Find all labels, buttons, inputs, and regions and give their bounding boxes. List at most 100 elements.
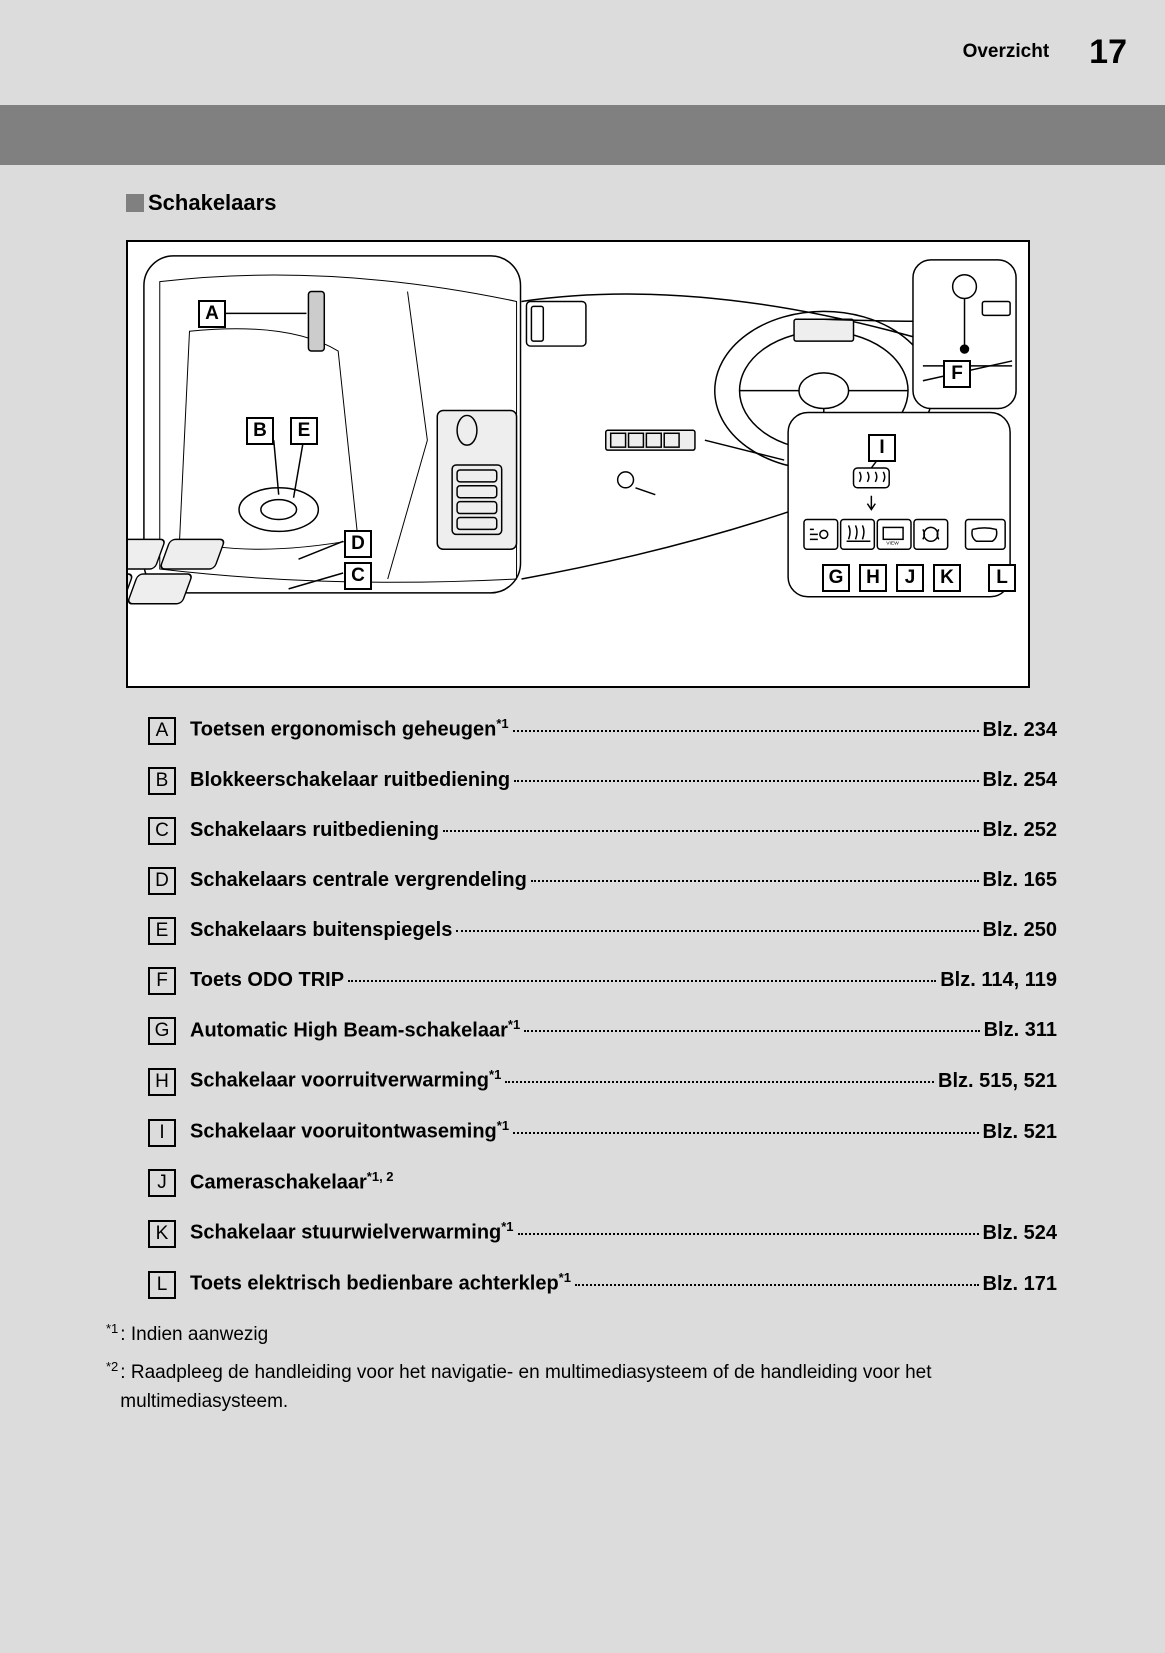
item-page: Blz. 311 (984, 1019, 1057, 1042)
diagram-callout-A: A (198, 300, 226, 328)
dashboard-diagram: VIEW A B CD E F GH I JKL (126, 240, 1030, 688)
item-sup: *1 (508, 1017, 520, 1032)
item-name: Schakelaars buitenspiegels (190, 919, 452, 942)
leader-dots (456, 930, 978, 932)
diagram-callout-E: E (290, 417, 318, 445)
item-row-F: F Toets ODO TRIP Blz. 114, 119 (148, 967, 1057, 995)
item-name: Schakelaar stuurwielverwarming*1 (190, 1219, 514, 1245)
item-letter: I (148, 1119, 176, 1147)
item-name: Schakelaars ruitbediening (190, 819, 439, 842)
item-text-wrap: Toets ODO TRIP Blz. 114, 119 (190, 969, 1057, 992)
page-number: 17 (1089, 33, 1127, 72)
item-letter: J (148, 1169, 176, 1197)
item-letter: H (148, 1068, 176, 1096)
item-name: Automatic High Beam-schakelaar*1 (190, 1017, 520, 1043)
section-title: Schakelaars (126, 190, 1057, 216)
title-square-icon (126, 194, 144, 212)
item-text-wrap: Automatic High Beam-schakelaar*1 Blz. 31… (190, 1017, 1057, 1043)
item-page: Blz. 250 (983, 919, 1057, 942)
item-row-E: E Schakelaars buitenspiegels Blz. 250 (148, 917, 1057, 945)
content-area: Schakelaars (126, 190, 1057, 1426)
item-letter: L (148, 1271, 176, 1299)
leader-dots (514, 780, 978, 782)
item-sup: *1 (501, 1219, 513, 1234)
footnotes: *1: Indien aanwezig*2: Raadpleeg de hand… (106, 1321, 1057, 1417)
dashboard-svg: VIEW (128, 242, 1028, 686)
footnote-text: : Indien aanwezig (120, 1321, 1057, 1350)
item-name: Schakelaar vooruitontwaseming*1 (190, 1118, 509, 1144)
item-text-wrap: Schakelaars ruitbediening Blz. 252 (190, 819, 1057, 842)
page-header: Overzicht 17 (0, 28, 1165, 76)
item-page: Blz. 234 (983, 719, 1057, 742)
item-text-wrap: Cameraschakelaar*1, 2 (190, 1169, 1057, 1195)
item-row-H: H Schakelaar voorruitverwarming*1 Blz. 51… (148, 1067, 1057, 1096)
diagram-callout-I: I (868, 434, 896, 462)
leader-dots (524, 1030, 979, 1032)
footnote-text: : Raadpleeg de handleiding voor het navi… (120, 1359, 1057, 1416)
item-letter: E (148, 917, 176, 945)
item-row-D: D Schakelaars centrale vergrendeling Blz.… (148, 867, 1057, 895)
item-sup: *1, 2 (367, 1169, 394, 1184)
leader-dots (505, 1081, 934, 1083)
diagram-callout-C: C (344, 562, 372, 590)
diagram-callout-B: B (246, 417, 274, 445)
diagram-callout-J: J (896, 564, 924, 592)
item-name: Schakelaar voorruitverwarming*1 (190, 1067, 501, 1093)
item-letter: F (148, 967, 176, 995)
item-name: Toets ODO TRIP (190, 969, 344, 992)
footnote-sup: *2 (106, 1359, 118, 1374)
item-text-wrap: Schakelaar stuurwielverwarming*1 Blz. 52… (190, 1219, 1057, 1245)
item-sup: *1 (496, 716, 508, 731)
leader-dots (575, 1284, 979, 1286)
svg-text:VIEW: VIEW (886, 540, 899, 546)
item-row-G: G Automatic High Beam-schakelaar*1 Blz. 3… (148, 1017, 1057, 1046)
diagram-callout-H: H (859, 564, 887, 592)
item-text-wrap: Blokkeerschakelaar ruitbediening Blz. 25… (190, 769, 1057, 792)
footnote-sup: *1 (106, 1321, 118, 1336)
item-page: Blz. 171 (983, 1273, 1057, 1296)
item-page: Blz. 114, 119 (940, 969, 1057, 992)
item-page: Blz. 252 (983, 819, 1057, 842)
item-sup: *1 (559, 1270, 571, 1285)
item-row-K: KSchakelaar stuurwielverwarming*1 Blz. 5… (148, 1219, 1057, 1248)
diagram-callout-L: L (988, 564, 1016, 592)
leader-dots (513, 1132, 978, 1134)
footnote-row: *1: Indien aanwezig (106, 1321, 1057, 1350)
item-page: Blz. 254 (983, 769, 1057, 792)
header-label: Overzicht (963, 41, 1050, 63)
item-row-A: A Toetsen ergonomisch geheugen*1 Blz. 234 (148, 716, 1057, 745)
item-name: Schakelaars centrale vergrendeling (190, 869, 527, 892)
section-title-text: Schakelaars (148, 190, 276, 216)
item-list: A Toetsen ergonomisch geheugen*1 Blz. 234… (148, 716, 1057, 1299)
item-row-C: C Schakelaars ruitbediening Blz. 252 (148, 817, 1057, 845)
item-letter: G (148, 1017, 176, 1045)
item-page: Blz. 524 (983, 1222, 1057, 1245)
item-name: Toetsen ergonomisch geheugen*1 (190, 716, 509, 742)
item-name: Cameraschakelaar*1, 2 (190, 1169, 394, 1195)
item-text-wrap: Toets elektrisch bedienbare achterklep*1… (190, 1270, 1057, 1296)
item-text-wrap: Schakelaar voorruitverwarming*1 Blz. 515… (190, 1067, 1057, 1093)
item-sup: *1 (497, 1118, 509, 1133)
diagram-callout-K: K (933, 564, 961, 592)
leader-dots (518, 1233, 979, 1235)
item-text-wrap: Toetsen ergonomisch geheugen*1 Blz. 234 (190, 716, 1057, 742)
item-sup: *1 (489, 1067, 501, 1082)
footnote-row: *2: Raadpleeg de handleiding voor het na… (106, 1359, 1057, 1416)
diagram-callout-G: G (822, 564, 850, 592)
item-letter: A (148, 717, 176, 745)
item-page: Blz. 165 (983, 869, 1057, 892)
diagram-callout-D: D (344, 530, 372, 558)
leader-dots (348, 980, 936, 982)
item-letter: D (148, 867, 176, 895)
item-text-wrap: Schakelaars buitenspiegels Blz. 250 (190, 919, 1057, 942)
item-row-B: B Blokkeerschakelaar ruitbediening Blz. 2… (148, 767, 1057, 795)
item-text-wrap: Schakelaar vooruitontwaseming*1 Blz. 521 (190, 1118, 1057, 1144)
item-page: Blz. 515, 521 (938, 1070, 1057, 1093)
item-page: Blz. 521 (983, 1121, 1057, 1144)
item-text-wrap: Schakelaars centrale vergrendeling Blz. … (190, 869, 1057, 892)
diagram-callout-F: F (943, 360, 971, 388)
item-letter: B (148, 767, 176, 795)
leader-dots (513, 730, 979, 732)
item-letter: C (148, 817, 176, 845)
item-row-L: L Toets elektrisch bedienbare achterklep*… (148, 1270, 1057, 1299)
